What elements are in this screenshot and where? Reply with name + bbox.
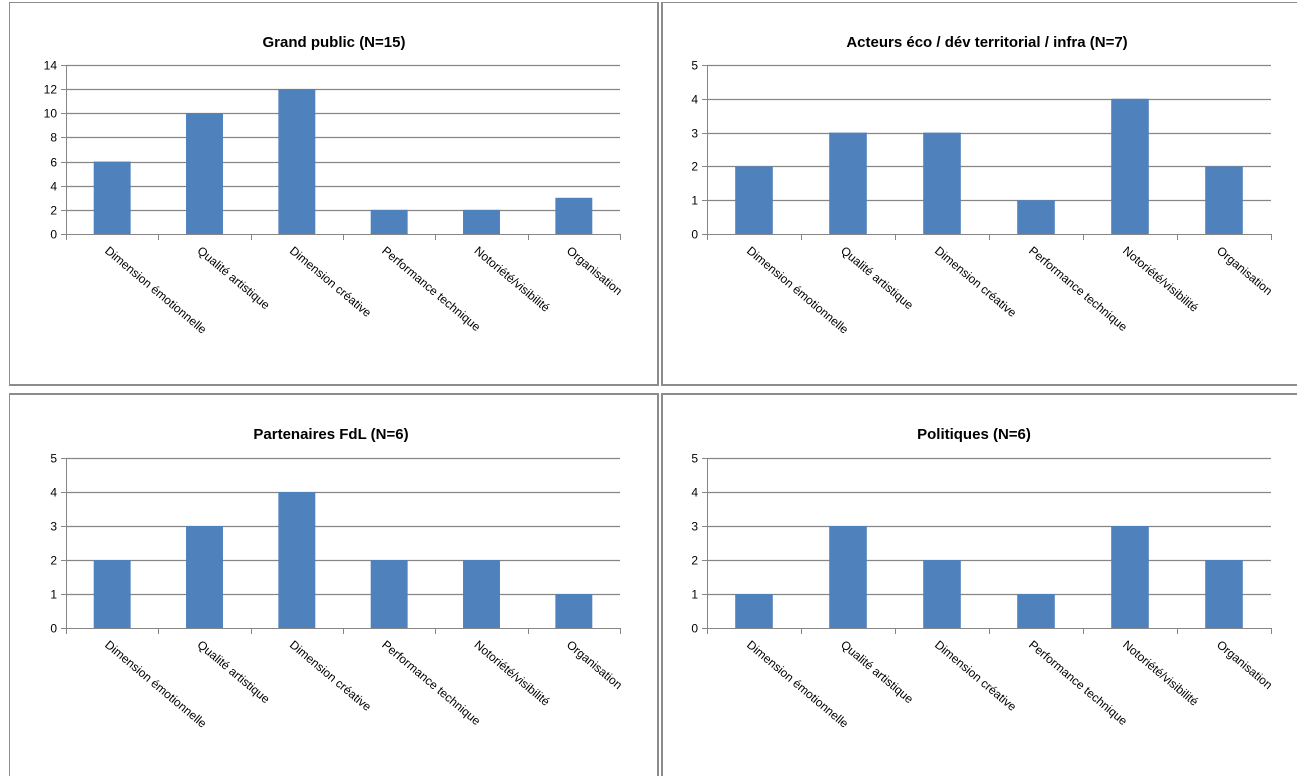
- bar-4: [1017, 200, 1055, 234]
- bar-1: [735, 594, 773, 628]
- bar-5: [463, 209, 500, 234]
- x-category-label: Qualité artistique: [838, 244, 916, 313]
- y-tick-label: 14: [44, 59, 58, 73]
- chart-svg-partenaires-fdl: Partenaires FdL (N=6) 0 1 2 3 4 5 Dimension émo…: [50, 426, 625, 731]
- x-category-label: Organisation: [1214, 638, 1275, 692]
- bar-5: [1111, 98, 1149, 234]
- chart-svg-grand-public: Grand public (N=15) 0 2 4 6 8 10 12 14 Dimension …: [44, 34, 625, 337]
- x-category-label: Dimension émotionnelle: [744, 244, 851, 337]
- y-tick-label: 2: [691, 160, 698, 174]
- bar-4: [370, 560, 408, 628]
- bar-3: [278, 89, 316, 235]
- y-tick-label: 0: [691, 622, 698, 636]
- x-category-label: Dimension créative: [932, 638, 1019, 715]
- x-category-label: Dimension émotionnelle: [744, 638, 851, 731]
- x-category-label: Performance technique: [1026, 638, 1130, 729]
- y-tick-label: 3: [691, 520, 698, 534]
- x-category-label: Notoriété/visibilité: [1120, 638, 1201, 709]
- bar-5: [1111, 526, 1149, 628]
- x-category-label: Performance technique: [379, 244, 483, 335]
- y-tick-label: 5: [691, 59, 698, 73]
- bar-6: [1205, 560, 1243, 628]
- chart-panel-acteurs-eco: Acteurs éco / dév territorial / infra (N…: [661, 2, 1297, 386]
- y-tick-label: 1: [691, 194, 698, 208]
- y-tick-label: 3: [691, 127, 698, 141]
- bar-6: [1205, 166, 1243, 234]
- bar-2: [829, 132, 867, 234]
- chart-title: Grand public (N=15): [263, 34, 406, 51]
- y-tick-label: 2: [691, 554, 698, 568]
- x-category-label: Dimension créative: [932, 244, 1019, 321]
- y-tick-label: 6: [50, 156, 57, 170]
- y-tick-label: 12: [44, 83, 58, 97]
- bar-2: [829, 526, 867, 628]
- chart-title: Politiques (N=6): [917, 426, 1031, 443]
- y-tick-label: 1: [691, 588, 698, 602]
- x-category-label: Qualité artistique: [195, 244, 273, 313]
- y-tick-label: 4: [50, 486, 57, 500]
- x-category-label: Dimension créative: [287, 244, 374, 321]
- x-category-label: Notoriété/visibilité: [472, 244, 553, 315]
- chart-panel-grand-public: Grand public (N=15) 0 2 4 6 8 10 12 14 Dimension …: [9, 2, 659, 386]
- bar-3: [923, 560, 961, 628]
- y-tick-label: 1: [50, 588, 57, 602]
- bar-3: [278, 492, 316, 628]
- y-tick-label: 4: [50, 180, 57, 194]
- y-tick-label: 0: [691, 228, 698, 242]
- x-category-label: Dimension créative: [287, 638, 374, 715]
- x-category-label: Performance technique: [379, 638, 483, 729]
- y-tick-label: 2: [50, 204, 57, 218]
- bar-2: [186, 113, 223, 234]
- chart-title: Partenaires FdL (N=6): [253, 426, 408, 443]
- chart-title: Acteurs éco / dév territorial / infra (N…: [846, 34, 1127, 51]
- bar-5: [463, 560, 500, 628]
- x-category-label: Performance technique: [1026, 244, 1130, 335]
- x-category-label: Qualité artistique: [195, 638, 273, 707]
- x-category-label: Organisation: [1214, 244, 1275, 298]
- y-tick-label: 3: [50, 520, 57, 534]
- bar-4: [370, 209, 408, 234]
- y-tick-label: 0: [50, 622, 57, 636]
- y-tick-label: 10: [44, 107, 58, 121]
- x-category-label: Qualité artistique: [838, 638, 916, 707]
- y-tick-label: 5: [691, 452, 698, 466]
- bar-6: [555, 197, 593, 234]
- bar-2: [186, 526, 223, 628]
- bar-3: [923, 132, 961, 234]
- x-category-label: Organisation: [564, 638, 625, 692]
- y-tick-label: 5: [50, 452, 57, 466]
- x-category-label: Notoriété/visibilité: [472, 638, 553, 709]
- chart-svg-politiques: Politiques (N=6) 0 1 2 3 4 5 Dimension émotionn…: [691, 426, 1275, 731]
- y-tick-label: 4: [691, 486, 698, 500]
- bar-1: [93, 161, 131, 234]
- y-tick-label: 2: [50, 554, 57, 568]
- bar-6: [555, 594, 593, 628]
- bar-1: [93, 560, 131, 628]
- chart-svg-acteurs-eco: Acteurs éco / dév territorial / infra (N…: [691, 34, 1275, 337]
- x-category-label: Organisation: [564, 244, 625, 298]
- y-tick-label: 4: [691, 93, 698, 107]
- bar-1: [735, 166, 773, 234]
- x-category-label: Dimension émotionnelle: [102, 244, 209, 337]
- y-tick-label: 0: [50, 228, 57, 242]
- x-category-label: Notoriété/visibilité: [1120, 244, 1201, 315]
- y-tick-label: 8: [50, 131, 57, 145]
- chart-panel-politiques: Politiques (N=6) 0 1 2 3 4 5 Dimension émotionn…: [661, 393, 1297, 776]
- chart-panel-partenaires-fdl: Partenaires FdL (N=6) 0 1 2 3 4 5 Dimension émo…: [9, 393, 659, 776]
- bar-4: [1017, 594, 1055, 628]
- x-category-label: Dimension émotionnelle: [102, 638, 209, 731]
